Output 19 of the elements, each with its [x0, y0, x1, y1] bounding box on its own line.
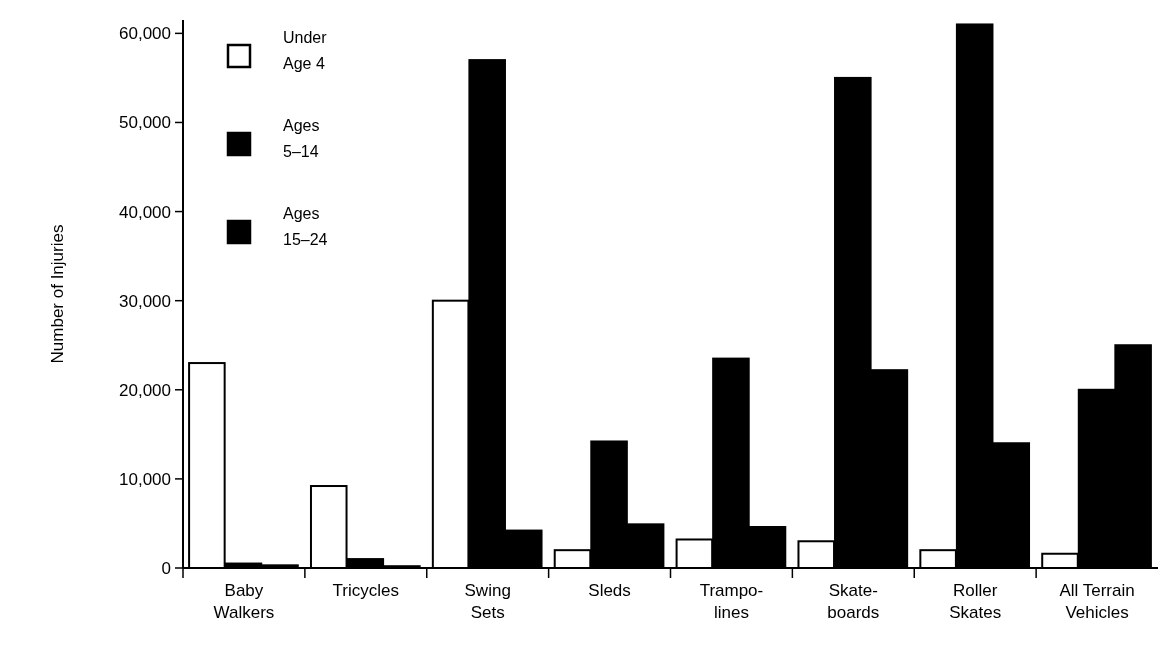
x-tick-label: Trampo- lines	[699, 581, 764, 622]
y-tick-label: 20,000	[119, 380, 171, 400]
y-tick-label: 30,000	[119, 291, 171, 311]
y-tick-label: 50,000	[119, 113, 171, 133]
y-tick-label: 60,000	[119, 24, 171, 44]
legend-label: Ages 5–14	[283, 117, 320, 160]
legend-label: Under Age 4	[283, 29, 328, 72]
x-tick-label: Roller Skates	[949, 581, 1002, 622]
x-tick-label: Skate- boards	[827, 581, 880, 622]
y-axis-title: Number of Injuries	[48, 224, 67, 364]
x-tick-label: All Terrain Vehicles	[1059, 581, 1135, 622]
y-tick-label: 40,000	[119, 202, 171, 222]
x-tick-label: Baby Walkers	[213, 581, 275, 622]
x-tick-label: Swing Sets	[464, 581, 511, 622]
y-tick-label: 0	[161, 558, 171, 578]
x-tick-label: Sleds	[588, 581, 631, 600]
x-tick-label: Tricycles	[332, 581, 400, 600]
legend-label: Ages 15–24	[283, 205, 328, 248]
y-tick-label: 10,000	[119, 469, 171, 489]
